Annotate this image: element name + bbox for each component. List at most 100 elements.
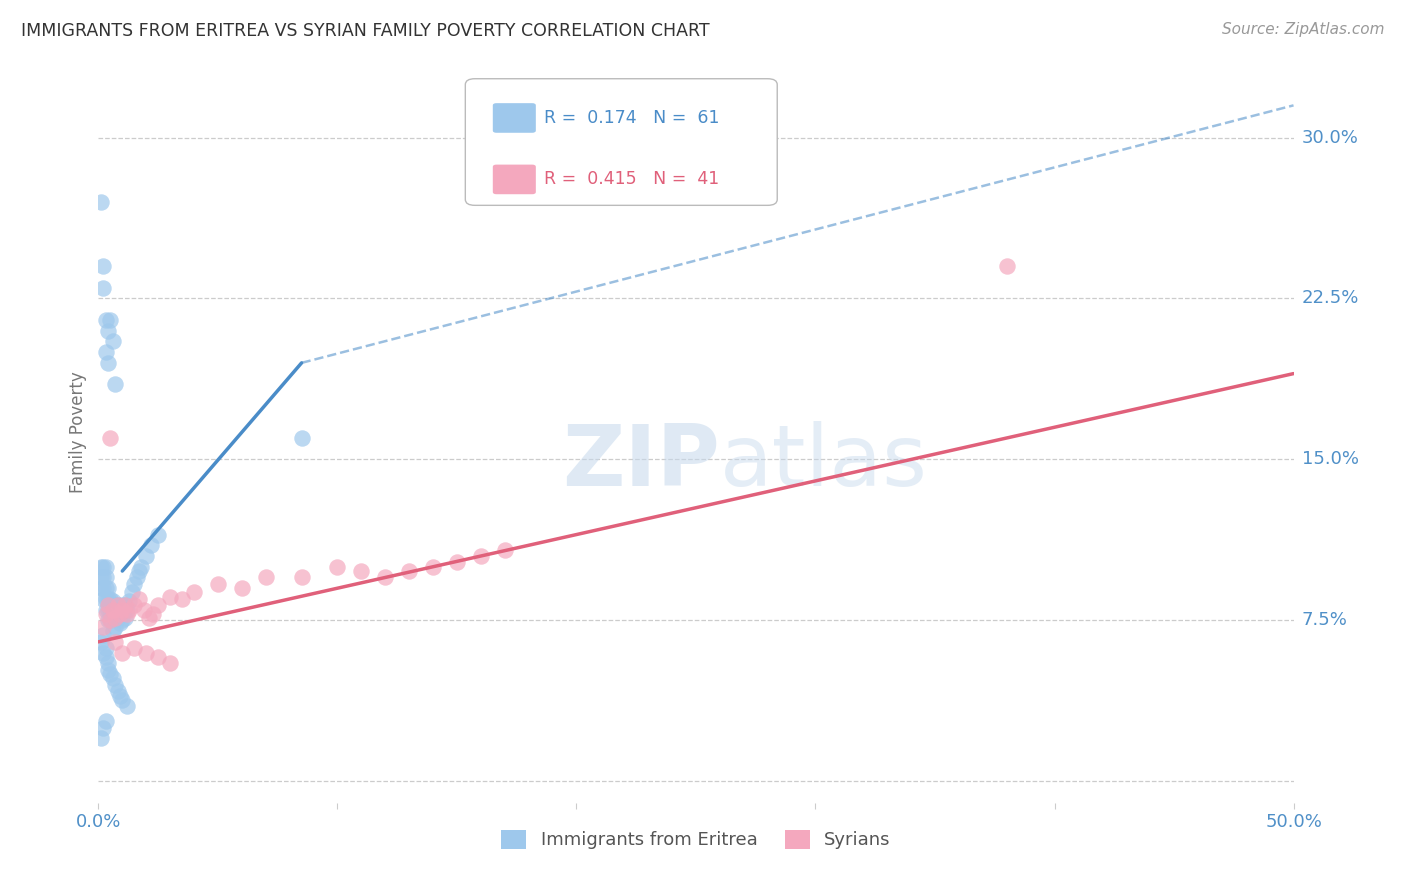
Point <box>104 611 127 625</box>
Point <box>104 611 127 625</box>
Point <box>94 649 117 664</box>
Point <box>111 602 134 616</box>
Point <box>108 602 131 616</box>
Point <box>94 591 117 606</box>
Point <box>326 559 349 574</box>
Text: atlas: atlas <box>720 421 928 504</box>
Point <box>98 591 122 606</box>
Point <box>94 559 117 574</box>
Point <box>91 581 114 595</box>
Point <box>101 607 124 621</box>
Point <box>107 611 129 625</box>
Text: Source: ZipAtlas.com: Source: ZipAtlas.com <box>1222 22 1385 37</box>
Point <box>98 602 122 616</box>
Text: 30.0%: 30.0% <box>1302 128 1358 146</box>
Point <box>90 570 112 584</box>
Point <box>98 614 122 628</box>
Point <box>91 260 114 274</box>
Point <box>104 620 127 634</box>
Point <box>128 591 150 606</box>
Point <box>90 731 112 746</box>
Point <box>398 564 420 578</box>
Point <box>101 602 124 616</box>
Point <box>350 564 373 578</box>
Legend: Immigrants from Eritrea, Syrians: Immigrants from Eritrea, Syrians <box>494 823 898 856</box>
Point <box>183 585 205 599</box>
Point <box>124 577 146 591</box>
Y-axis label: Family Poverty: Family Poverty <box>69 372 87 493</box>
Text: 22.5%: 22.5% <box>1302 290 1360 308</box>
Text: ZIP: ZIP <box>562 421 720 504</box>
Point <box>124 599 146 613</box>
Point <box>291 431 314 445</box>
Point <box>291 570 314 584</box>
Point <box>98 614 122 628</box>
Point <box>446 556 468 570</box>
Point <box>91 281 114 295</box>
Point <box>118 594 141 608</box>
Point <box>139 538 162 552</box>
Point <box>114 599 136 613</box>
Point <box>101 594 124 608</box>
Point <box>101 624 124 639</box>
Point <box>94 313 117 327</box>
Point <box>97 581 120 595</box>
Point <box>207 577 229 591</box>
Point <box>91 591 114 606</box>
Point <box>101 334 124 349</box>
Point <box>91 721 114 735</box>
Point <box>97 599 120 613</box>
Text: R =  0.415   N =  41: R = 0.415 N = 41 <box>544 170 720 188</box>
Point <box>104 635 127 649</box>
Point <box>128 564 150 578</box>
Point <box>97 591 120 606</box>
Point <box>94 641 117 656</box>
Point <box>470 549 492 563</box>
Point <box>107 599 129 613</box>
Text: R =  0.174   N =  61: R = 0.174 N = 61 <box>544 109 720 127</box>
Point <box>91 559 114 574</box>
Point <box>231 581 253 595</box>
Text: 15.0%: 15.0% <box>1302 450 1358 468</box>
Point <box>135 646 157 660</box>
Point <box>90 635 112 649</box>
Point <box>108 607 131 621</box>
Point <box>114 599 136 613</box>
Point <box>114 611 136 625</box>
Point <box>90 559 112 574</box>
FancyBboxPatch shape <box>494 103 536 133</box>
Point <box>91 570 114 584</box>
Point <box>132 602 155 616</box>
Point <box>172 591 194 606</box>
Point <box>115 602 138 616</box>
Point <box>101 671 124 685</box>
Text: IMMIGRANTS FROM ERITREA VS SYRIAN FAMILY POVERTY CORRELATION CHART: IMMIGRANTS FROM ERITREA VS SYRIAN FAMILY… <box>21 22 710 40</box>
Point <box>98 667 122 681</box>
Point <box>98 313 122 327</box>
Point <box>125 570 148 584</box>
Point <box>104 678 127 692</box>
Point <box>148 527 170 541</box>
Point <box>111 646 134 660</box>
Point <box>107 599 129 613</box>
Point <box>94 581 117 595</box>
Point <box>254 570 277 584</box>
FancyBboxPatch shape <box>494 165 536 194</box>
Point <box>118 602 141 616</box>
Point <box>422 559 444 574</box>
Point <box>159 657 181 671</box>
Point <box>142 607 165 621</box>
Text: 7.5%: 7.5% <box>1302 611 1348 630</box>
Point <box>90 581 112 595</box>
Point <box>97 663 120 677</box>
Point <box>91 620 114 634</box>
Point <box>111 693 134 707</box>
Point <box>995 260 1018 274</box>
Point <box>94 570 117 584</box>
Point <box>94 607 117 621</box>
Point <box>108 689 131 703</box>
Point <box>90 194 112 209</box>
Point <box>494 542 516 557</box>
Point <box>115 699 138 714</box>
Point <box>115 607 138 621</box>
